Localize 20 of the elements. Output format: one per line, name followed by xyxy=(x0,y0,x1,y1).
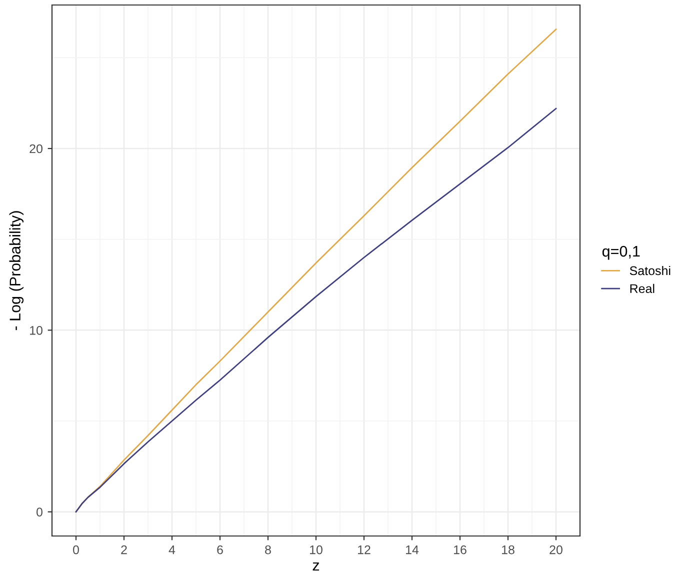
x-tick-label: 4 xyxy=(168,545,176,554)
x-tick-label: 14 xyxy=(406,545,419,554)
x-tick-label: 20 xyxy=(550,545,562,554)
x-tick-label: 8 xyxy=(265,545,271,554)
x-axis-title: z xyxy=(312,562,320,571)
x-tick-label: 2 xyxy=(121,545,127,554)
line-series xyxy=(75,108,557,513)
x-tick-label: 0 xyxy=(73,545,79,554)
y-axis-title: - Log (Probability) xyxy=(9,211,24,330)
legend-label: Real xyxy=(630,284,654,294)
y-tick-label: 0 xyxy=(36,508,42,516)
x-tick-label: 18 xyxy=(502,545,514,554)
legend-label: Satoshi xyxy=(630,266,670,276)
x-tick-label: 6 xyxy=(217,545,223,554)
legend-title: q=0,1 xyxy=(602,246,640,260)
x-tick-label: 10 xyxy=(310,545,322,554)
x-tick-label: 12 xyxy=(358,545,370,554)
x-tick-label: 16 xyxy=(454,545,466,554)
y-tick-label: 20 xyxy=(30,144,42,154)
y-tick-label: 10 xyxy=(30,326,42,335)
